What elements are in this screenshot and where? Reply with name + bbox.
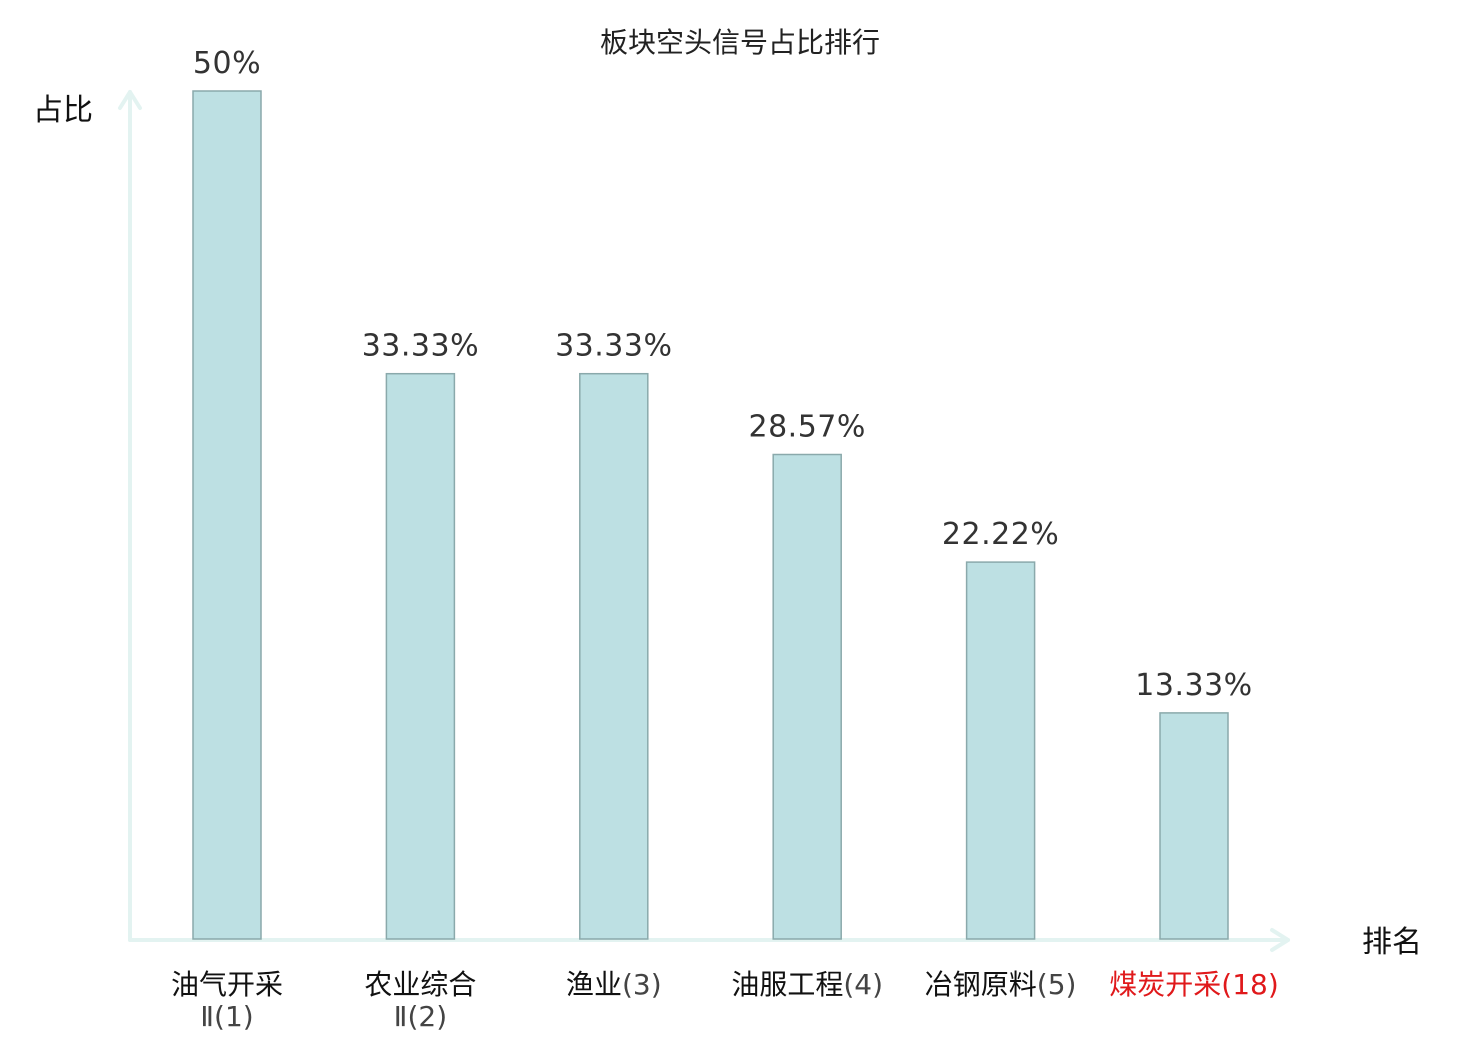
x-tick-rank-1: Ⅱ(1) <box>200 1000 253 1033</box>
data-label-3: 33.33% <box>555 329 672 364</box>
bar-5 <box>965 561 1036 940</box>
data-label-4: 28.57% <box>749 410 866 445</box>
x-tick-label-3: 渔业(3) <box>566 968 662 1001</box>
data-label-5: 22.22% <box>942 517 1059 552</box>
x-tick-label-5: 冶钢原料(5) <box>925 968 1077 1001</box>
y-axis-arrow <box>118 90 142 110</box>
chart-title: 板块空头信号占比排行 <box>600 26 880 59</box>
x-tick-rank-2: Ⅱ(2) <box>394 1000 447 1033</box>
bar-3 <box>579 372 649 940</box>
bars-group <box>192 90 1229 940</box>
data-label-2: 33.33% <box>362 329 479 364</box>
x-axis-arrow <box>1270 928 1290 952</box>
bar-6 <box>1159 712 1229 940</box>
x-tick-label-1: 油气开采 <box>171 968 283 1001</box>
x-tick-label-2: 农业综合 <box>364 968 476 1001</box>
value-labels-group: 50% 33.33% 33.33% 28.57% 22.22% 13.33% <box>193 46 1252 703</box>
data-label-6: 13.33% <box>1135 668 1252 703</box>
bar-1 <box>192 90 262 940</box>
x-tick-label-6: 煤炭开采(18) <box>1109 968 1279 1001</box>
bar-4 <box>772 453 842 940</box>
x-axis-label: 排名 <box>1362 925 1422 960</box>
data-label-1: 50% <box>193 46 261 81</box>
bar-2 <box>385 372 456 940</box>
y-axis-label: 占比 <box>33 93 93 128</box>
x-tick-label-4: 油服工程(4) <box>731 968 883 1001</box>
